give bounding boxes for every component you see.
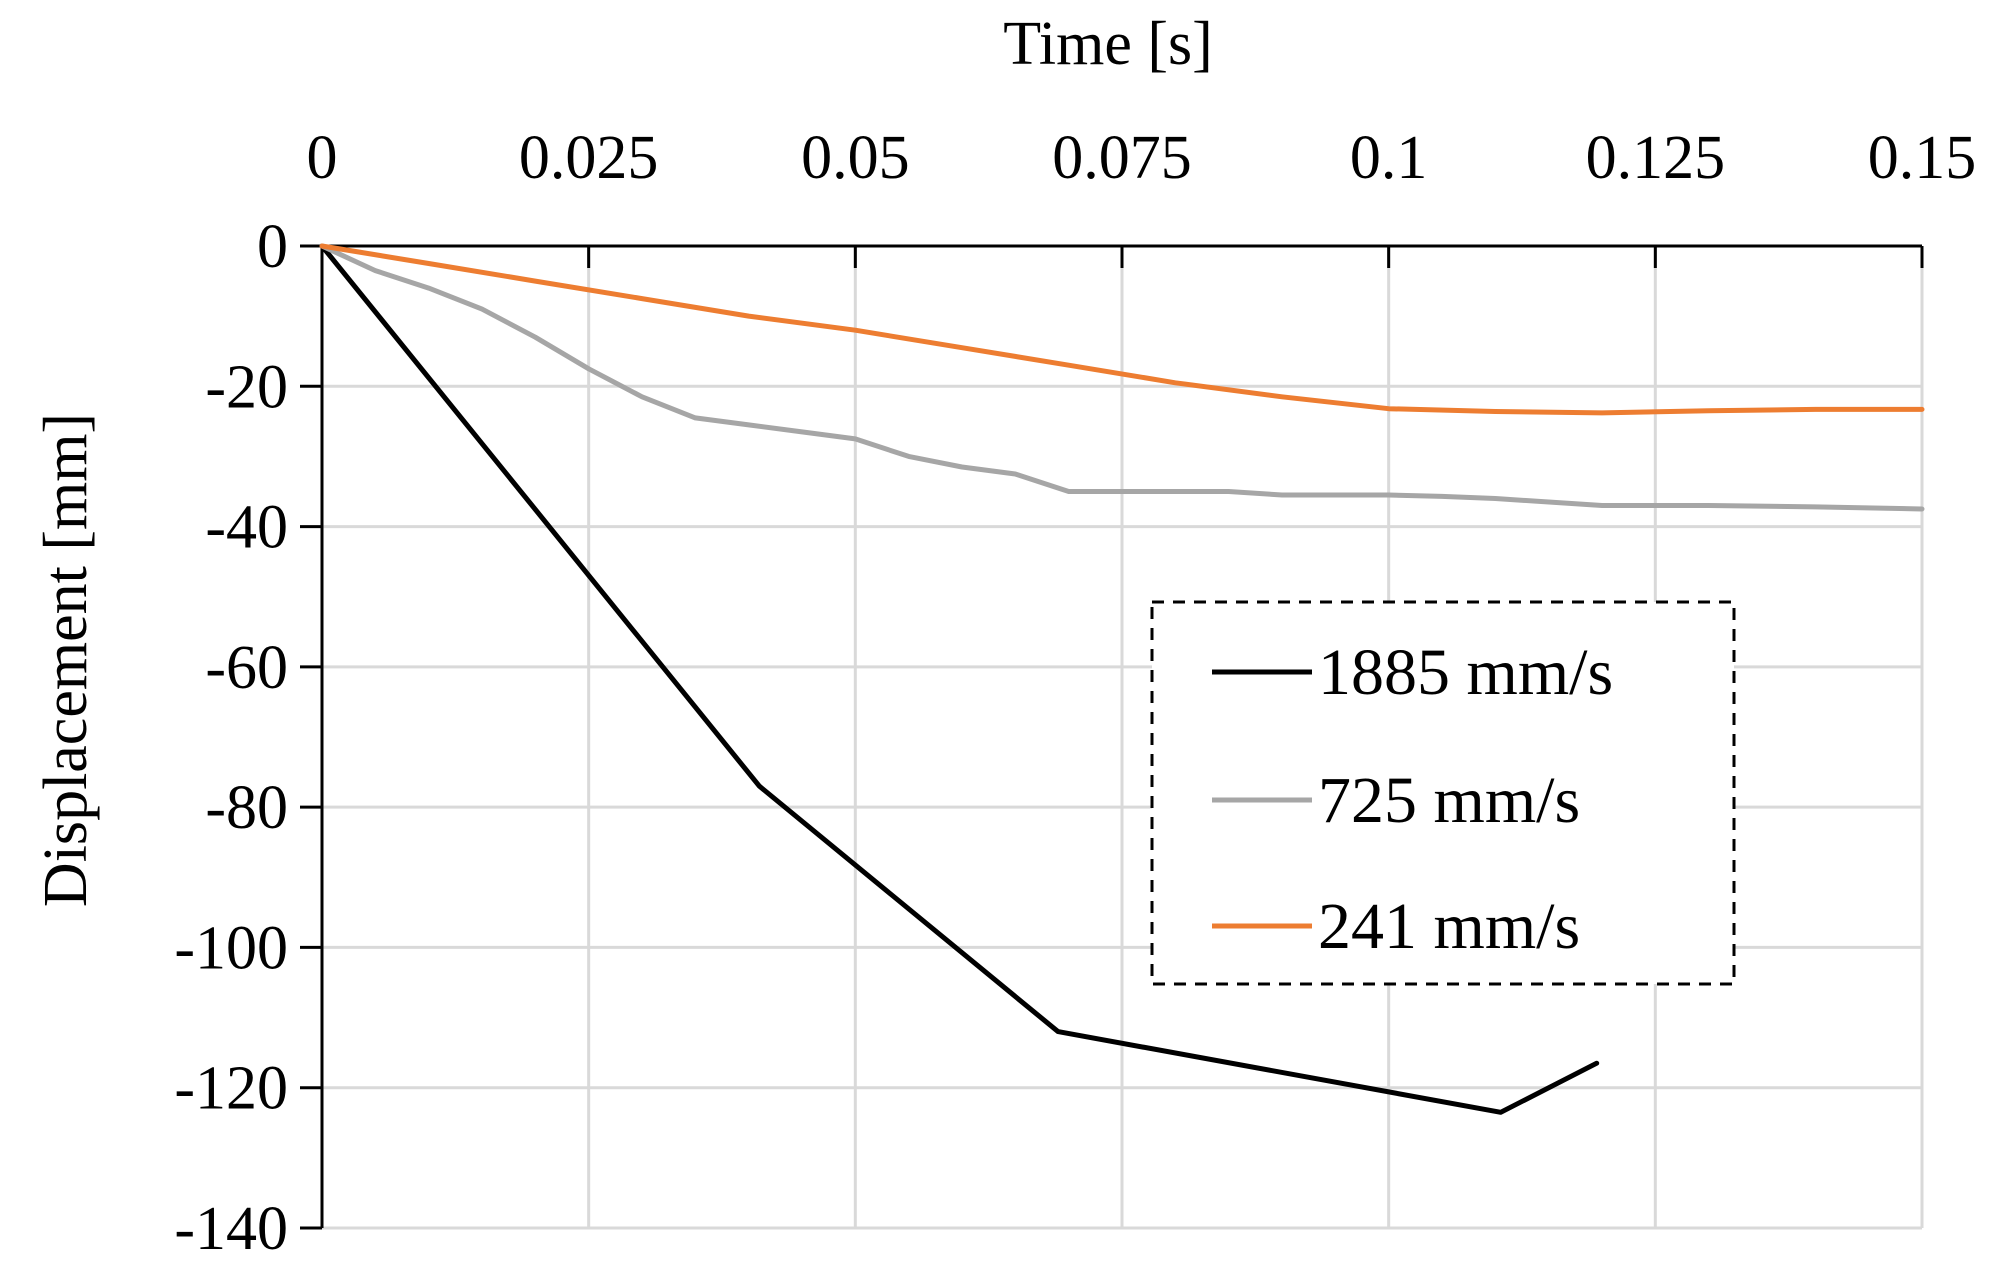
series-layer <box>319 243 1925 1115</box>
x-tick-label: 0.1 <box>1350 124 1428 192</box>
x-axis-title: Time [s] <box>1003 10 1213 78</box>
legend-box <box>1150 600 1736 986</box>
series-line-1 <box>319 243 1600 1115</box>
series-line-2 <box>319 243 1925 512</box>
legend: 1885 mm/s 725 mm/s 241 mm/s <box>1150 600 1736 986</box>
legend-items: 1885 mm/s 725 mm/s 241 mm/s <box>1212 636 1613 963</box>
tick-layer: 0 0.025 0.05 0.075 0.1 0.125 0.15 0 -20 -40 -60 -80… <box>174 124 1976 1263</box>
y-tick-label: -100 <box>174 914 288 982</box>
x-tick-label: 0.125 <box>1586 124 1726 192</box>
legend-label-2: 725 mm/s <box>1318 764 1580 837</box>
y-tick-label: -20 <box>205 353 288 421</box>
y-tick-label: -80 <box>205 774 288 842</box>
x-tick-label: 0.15 <box>1868 124 1977 192</box>
x-tick-label: 0.075 <box>1052 124 1192 192</box>
y-tick-label: 0 <box>257 213 288 281</box>
legend-label-3: 241 mm/s <box>1318 890 1580 963</box>
y-tick-label: -60 <box>205 634 288 702</box>
y-tick-label: -40 <box>205 494 288 562</box>
legend-label-1: 1885 mm/s <box>1318 636 1613 709</box>
x-tick-label: 0.05 <box>801 124 910 192</box>
y-tick-label: -140 <box>174 1195 288 1263</box>
series-line-3 <box>319 243 1925 416</box>
x-tick-label: 0.025 <box>519 124 659 192</box>
x-tick-label: 0 <box>307 124 338 192</box>
y-tick-label: -120 <box>174 1055 288 1123</box>
y-axis-title: Displacement [mm] <box>32 413 100 907</box>
